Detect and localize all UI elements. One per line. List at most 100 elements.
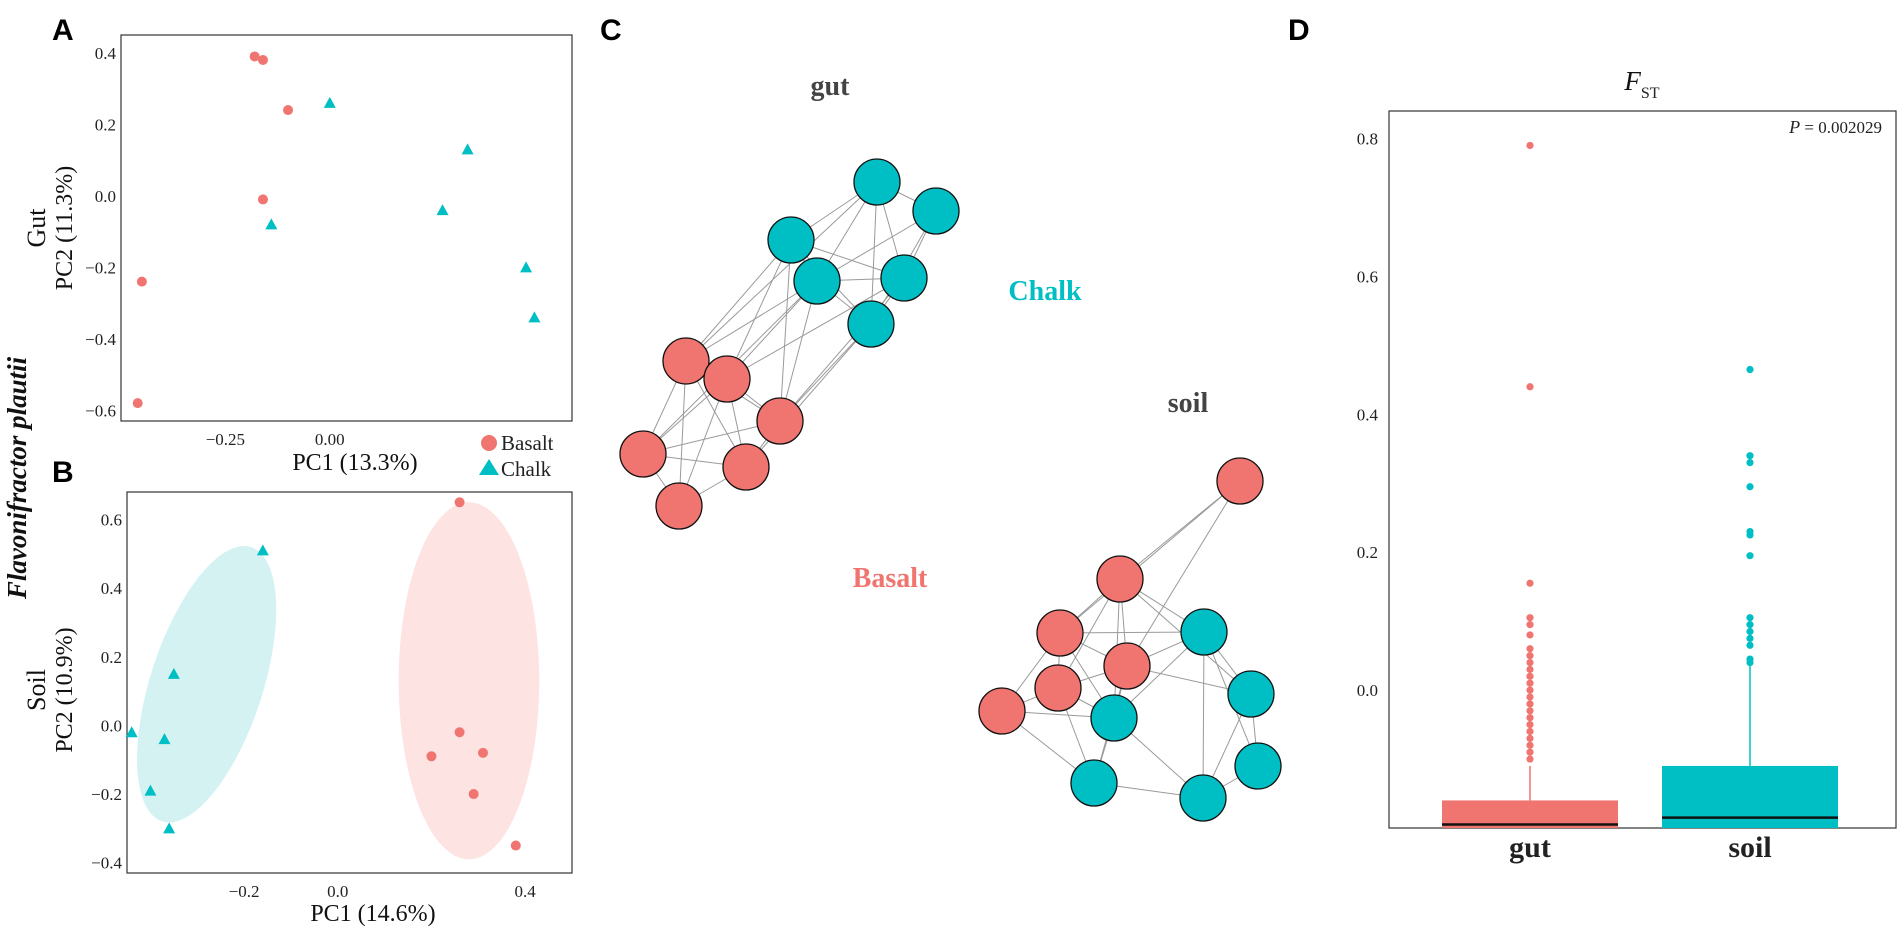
point-chalk: [167, 667, 180, 679]
gut-edge: [685, 280, 818, 362]
gut-outlier: [1526, 652, 1534, 660]
soil-outlier: [1746, 634, 1754, 643]
point-basalt: [132, 398, 143, 409]
soil-node-basalt: [978, 687, 1026, 735]
gut-outlier: [1526, 383, 1534, 391]
legend-basalt-marker: [481, 435, 497, 451]
gut-outlier: [1526, 727, 1534, 736]
x-tick-label: 0.4: [515, 882, 537, 901]
point-basalt: [454, 727, 465, 738]
confidence-ellipse-basalt: [398, 502, 540, 860]
gut-edge: [685, 181, 878, 362]
soil-node-basalt: [1036, 609, 1084, 657]
y-tick-label: 0.2: [95, 115, 116, 134]
y-tick-label: −0.2: [91, 785, 122, 804]
soil-outlier: [1746, 641, 1754, 649]
x-category-label: soil: [1728, 831, 1771, 864]
gut-node-basalt: [619, 430, 667, 478]
confidence-ellipse-chalk: [137, 546, 277, 823]
y-tick-label: −0.4: [85, 330, 116, 349]
y-tick-label: 0.0: [101, 716, 122, 735]
legend-chalk-label: Chalk: [501, 457, 552, 481]
x-tick-label: −0.2: [229, 882, 260, 901]
network-basalt-label: Basalt: [853, 563, 928, 594]
soil-outlier: [1746, 531, 1754, 539]
soil-node-chalk: [1179, 774, 1227, 822]
panel-a-frame: [120, 34, 573, 422]
panel-a-group-label: Gut: [22, 208, 51, 248]
x-tick-label: 0.00: [315, 430, 345, 449]
gut-outlier: [1526, 734, 1534, 742]
gut-outlier: [1526, 645, 1534, 653]
point-chalk: [256, 544, 269, 556]
gut-node-chalk: [793, 257, 841, 305]
point-chalk: [158, 733, 171, 745]
point-basalt: [468, 789, 479, 800]
point-basalt: [257, 194, 268, 205]
gut-outlier: [1526, 700, 1534, 708]
network-soil-title: soil: [1168, 388, 1209, 419]
panel-c-networks: gut soil Chalk Basalt: [619, 71, 1282, 822]
panel-a-xlabel: PC1 (13.3%): [292, 450, 417, 476]
species-label: Flavonifractor plautii: [2, 356, 32, 600]
gut-outlier: [1526, 707, 1534, 715]
y-tick-label: 0.0: [95, 187, 116, 206]
panel-letter-b: B: [52, 456, 74, 489]
soil-node-basalt: [1103, 642, 1151, 690]
gut-node-basalt: [655, 482, 703, 530]
gut-edge: [779, 280, 818, 422]
point-basalt: [478, 747, 488, 758]
soil-node-basalt: [1034, 664, 1082, 712]
y-tick-label: 0.2: [101, 648, 122, 667]
x-tick-label: −0.25: [206, 430, 245, 449]
gut-node-chalk: [880, 254, 928, 302]
panel-b-ylabel: PC2 (10.9%): [52, 627, 78, 752]
soil-node-chalk: [1227, 670, 1275, 718]
y-tick-label: −0.6: [85, 401, 116, 420]
soil-edge: [1126, 480, 1241, 667]
network-chalk-label: Chalk: [1008, 276, 1082, 307]
gut-node-chalk: [853, 158, 901, 206]
panel-d-pvalue-prefix: P: [1788, 117, 1800, 137]
point-chalk: [528, 311, 541, 323]
legend: Basalt Chalk: [479, 431, 554, 481]
soil-outlier: [1746, 483, 1754, 491]
panel-d-pvalue: P = 0.002029: [1788, 117, 1882, 137]
legend-chalk-marker: [479, 459, 499, 475]
point-chalk: [436, 204, 449, 216]
soil-outlier: [1746, 459, 1754, 467]
y-tick-label: 0.0: [1357, 681, 1378, 700]
point-basalt: [136, 276, 147, 287]
panel-a-ylabel: PC2 (11.3%): [52, 166, 78, 290]
x-tick-label: 0.0: [327, 882, 348, 901]
soil-node-basalt: [1096, 555, 1144, 603]
panel-b-xlabel: PC1 (14.6%): [310, 901, 435, 927]
y-tick-label: −0.4: [91, 854, 122, 873]
point-chalk: [265, 218, 278, 230]
point-chalk: [163, 822, 176, 834]
soil-node-chalk: [1180, 608, 1228, 656]
gut-outlier: [1526, 579, 1534, 587]
gut-node-basalt: [722, 443, 770, 491]
gut-edge: [779, 239, 792, 422]
soil-node-basalt: [1216, 457, 1264, 505]
gut-outlier: [1526, 631, 1534, 639]
network-gut-title: gut: [811, 71, 851, 102]
gut-edge: [726, 277, 905, 380]
soil-outlier: [1746, 627, 1754, 636]
panel-letter-a: A: [52, 14, 74, 47]
panel-b-group-label: Soil: [22, 669, 51, 711]
gut-edge: [779, 277, 905, 422]
gut-edge: [726, 239, 792, 380]
panel-a-scatter: 0.4 0.2 0.0 −0.2 −0.4 −0.6 −0.25 0.00 PC1 (13.…: [22, 34, 573, 476]
x-category-label: gut: [1509, 831, 1551, 864]
gut-edge: [685, 239, 792, 362]
soil-outlier: [1746, 452, 1754, 460]
point-basalt: [454, 497, 465, 508]
panel-d-title-main: F: [1623, 66, 1641, 96]
y-tick-label: 0.2: [1357, 543, 1378, 562]
gut-outlier: [1526, 693, 1534, 701]
gut-outlier: [1526, 614, 1534, 622]
panel-d-frame: [1388, 110, 1897, 829]
